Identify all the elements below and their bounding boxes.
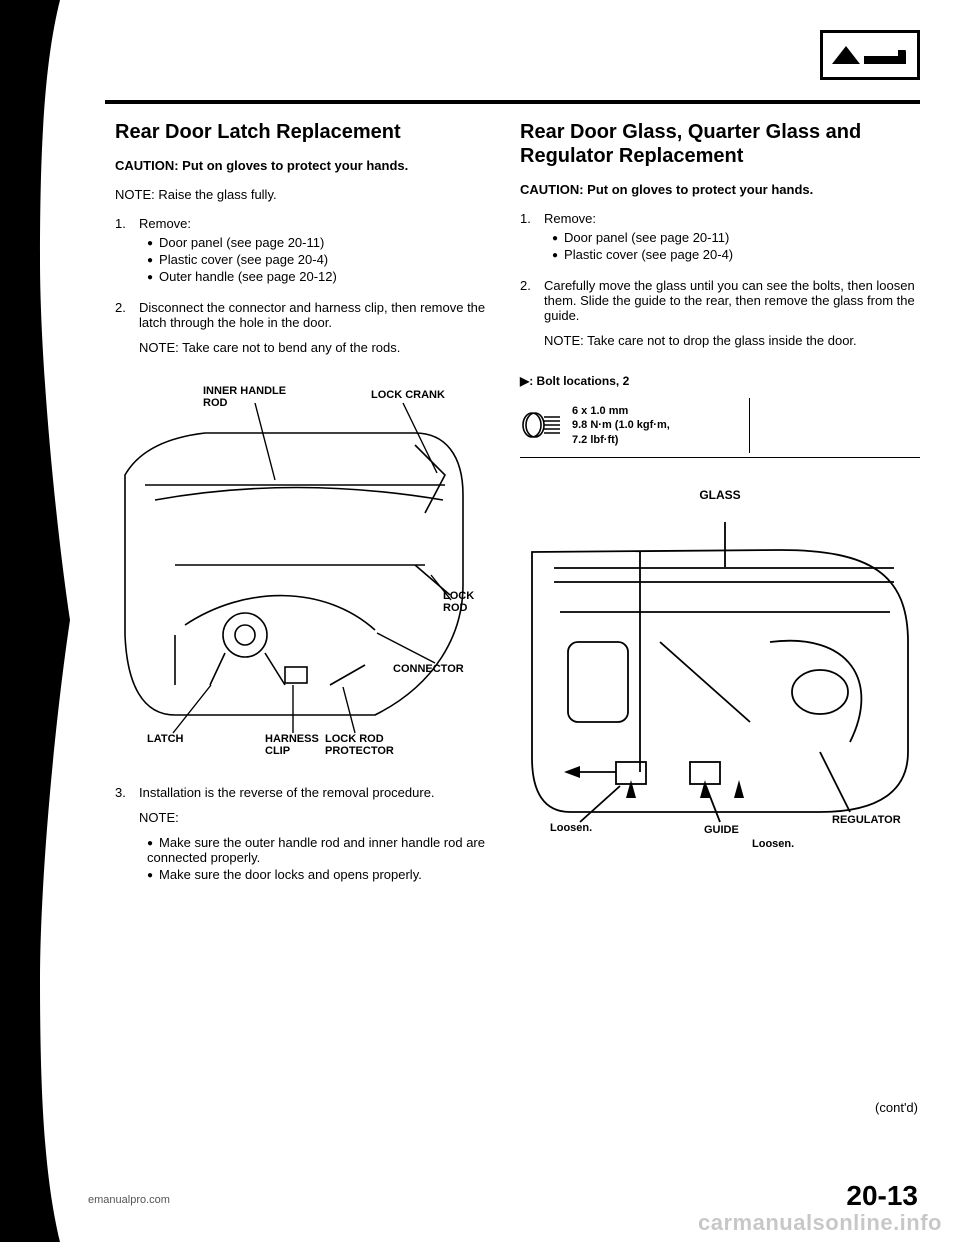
- left-step-1: 1. Remove: Door panel (see page 20-11) P…: [115, 216, 495, 286]
- note-raise: NOTE: Raise the glass fully.: [115, 187, 495, 202]
- label-regulator: REGULATOR: [832, 814, 901, 826]
- bullet-item: Make sure the outer handle rod and inner…: [147, 835, 495, 865]
- step-note: NOTE: Take care not to drop the glass in…: [544, 333, 920, 348]
- label-loosen-left: Loosen.: [550, 822, 592, 834]
- step-text: Installation is the reverse of the remov…: [139, 785, 495, 800]
- label-inner-handle-rod: INNER HANDLE ROD: [203, 385, 286, 409]
- step-lead: Remove:: [544, 211, 596, 226]
- source-site: emanualpro.com: [88, 1194, 170, 1206]
- left-step-2: 2. Disconnect the connector and harness …: [115, 300, 495, 365]
- right-step-1: 1. Remove: Door panel (see page 20-11) P…: [520, 211, 920, 264]
- left-column: Rear Door Latch Replacement CAUTION: Put…: [115, 120, 495, 898]
- brand-logo: [820, 30, 920, 80]
- watermark: carmanualsonline.info: [698, 1210, 942, 1236]
- binding-edge: [0, 0, 70, 1242]
- label-guide: GUIDE: [704, 824, 739, 836]
- step-number: 2.: [115, 300, 139, 365]
- right-column: Rear Door Glass, Quarter Glass and Regul…: [520, 120, 920, 882]
- step-number: 3.: [115, 785, 139, 884]
- header-rule: [105, 100, 920, 104]
- bullet-item: Door panel (see page 20-11): [147, 235, 495, 250]
- label-loosen-bottom: Loosen.: [752, 838, 794, 850]
- right-caution: CAUTION: Put on gloves to protect your h…: [520, 182, 920, 197]
- left-step-3: 3. Installation is the reverse of the re…: [115, 785, 495, 884]
- step-number: 2.: [520, 278, 544, 358]
- step-number: 1.: [115, 216, 139, 286]
- glass-figure: Loosen. GUIDE Loosen. REGULATOR: [520, 522, 920, 862]
- bolt-torque: 9.8 N·m (1.0 kgf·m, 7.2 lbf·ft): [572, 418, 670, 447]
- label-lock-rod-protector: LOCK ROD PROTECTOR: [325, 733, 394, 757]
- step-number: 1.: [520, 211, 544, 264]
- step-lead: Remove:: [139, 216, 191, 231]
- label-glass: GLASS: [520, 488, 920, 502]
- bullet-item: Make sure the door locks and opens prope…: [147, 867, 495, 882]
- step-text: Disconnect the connector and harness cli…: [139, 300, 495, 330]
- label-harness-clip: HARNESS CLIP: [265, 733, 319, 757]
- bolt-locations: ▶: Bolt locations, 2: [520, 374, 920, 388]
- bullet-item: Outer handle (see page 20-12): [147, 269, 495, 284]
- right-step-2: 2. Carefully move the glass until you ca…: [520, 278, 920, 358]
- car-logo-icon: [828, 38, 912, 72]
- step-text: Carefully move the glass until you can s…: [544, 278, 920, 323]
- bullet-item: Plastic cover (see page 20-4): [147, 252, 495, 267]
- thin-rule: [520, 457, 920, 458]
- left-heading: Rear Door Latch Replacement: [115, 120, 495, 144]
- bolt-head-icon: [520, 411, 562, 439]
- bolt-size: 6 x 1.0 mm: [572, 404, 670, 418]
- note-label: NOTE:: [139, 810, 495, 825]
- bullet-item: Door panel (see page 20-11): [552, 230, 920, 245]
- label-lock-rod: LOCK ROD: [443, 590, 474, 614]
- right-heading: Rear Door Glass, Quarter Glass and Regul…: [520, 120, 920, 168]
- left-caution: CAUTION: Put on gloves to protect your h…: [115, 158, 495, 173]
- label-latch: LATCH: [147, 733, 183, 745]
- bullet-item: Plastic cover (see page 20-4): [552, 247, 920, 262]
- page-number: 20-13: [846, 1180, 918, 1212]
- contd: (cont'd): [875, 1100, 918, 1115]
- label-connector: CONNECTOR: [393, 663, 464, 675]
- step-note: NOTE: Take care not to bend any of the r…: [139, 340, 495, 355]
- bolt-spec-block: 6 x 1.0 mm 9.8 N·m (1.0 kgf·m, 7.2 lbf·f…: [520, 398, 750, 453]
- latch-figure: INNER HANDLE ROD LOCK CRANK LOCK ROD CON…: [115, 385, 475, 765]
- label-lock-crank: LOCK CRANK: [371, 389, 445, 401]
